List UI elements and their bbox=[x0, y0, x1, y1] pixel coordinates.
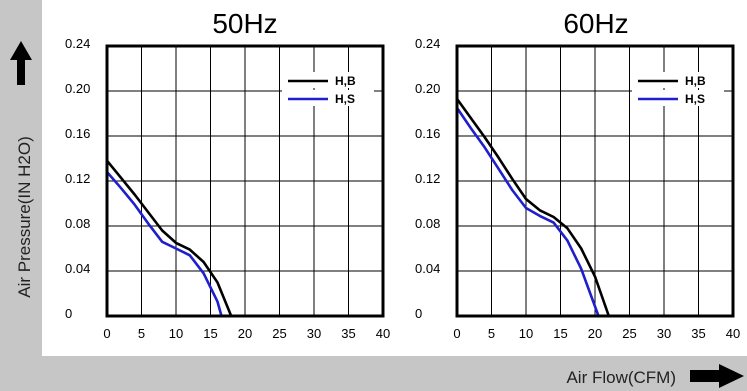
x-tick-label: 35 bbox=[341, 326, 355, 341]
plot-frame bbox=[105, 44, 385, 318]
series-line-h-s bbox=[105, 170, 223, 318]
chart-title: 60Hz bbox=[563, 8, 628, 39]
x-tick-label: 35 bbox=[691, 326, 705, 341]
x-tick-label: 25 bbox=[272, 326, 286, 341]
chart-50hz: 50Hz 0 5 10 15 20 25 30 35 40 0 0.04 0.08 0.12 0.16 0.2… bbox=[65, 8, 390, 341]
legend: H,B H,S bbox=[282, 72, 374, 106]
y-tick-label: 0.16 bbox=[415, 126, 440, 141]
y-axis-label: Air Pressure(IN H2O) bbox=[15, 136, 34, 298]
x-axis-band bbox=[0, 356, 747, 391]
x-tick-label: 40 bbox=[376, 326, 390, 341]
x-tick-label: 20 bbox=[588, 326, 602, 341]
x-tick-label: 0 bbox=[103, 326, 110, 341]
y-tick-label: 0.12 bbox=[415, 171, 440, 186]
series-line-h-b bbox=[105, 159, 233, 318]
y-tick-label: 0.12 bbox=[65, 171, 90, 186]
y-tick-label: 0.20 bbox=[415, 81, 440, 96]
x-axis-label: Air Flow(CFM) bbox=[566, 368, 676, 387]
series-line-h-b bbox=[455, 97, 611, 318]
x-tick-label: 10 bbox=[169, 326, 183, 341]
plot-frame bbox=[455, 44, 735, 318]
chart-60hz: 60Hz 0 5 10 15 20 25 30 35 40 0 0.04 0.08 0.12 0.16 0.2… bbox=[415, 8, 740, 341]
y-tick-label: 0.08 bbox=[415, 216, 440, 231]
x-tick-label: 30 bbox=[657, 326, 671, 341]
x-tick-label: 15 bbox=[203, 326, 217, 341]
y-tick-label: 0.20 bbox=[65, 81, 90, 96]
y-tick-label: 0.24 bbox=[415, 36, 440, 51]
legend-label: H,S bbox=[685, 92, 705, 106]
series-line-h-s bbox=[455, 106, 600, 318]
x-tick-label: 5 bbox=[138, 326, 145, 341]
y-tick-label: 0.08 bbox=[65, 216, 90, 231]
x-tick-label: 5 bbox=[488, 326, 495, 341]
legend-label: H,S bbox=[335, 92, 355, 106]
x-tick-label: 0 bbox=[453, 326, 460, 341]
legend-label: H,B bbox=[335, 74, 356, 88]
up-arrow-icon bbox=[10, 41, 32, 85]
x-tick-label: 30 bbox=[307, 326, 321, 341]
y-tick-label: 0.24 bbox=[65, 36, 90, 51]
chart-title: 50Hz bbox=[212, 8, 277, 39]
right-arrow-icon bbox=[690, 364, 744, 388]
y-tick-label: 0 bbox=[415, 306, 422, 321]
x-tick-label: 25 bbox=[622, 326, 636, 341]
y-tick-label: 0.16 bbox=[65, 126, 90, 141]
x-tick-label: 10 bbox=[519, 326, 533, 341]
x-tick-label: 20 bbox=[238, 326, 252, 341]
x-tick-label: 15 bbox=[553, 326, 567, 341]
legend: H,B H,S bbox=[632, 72, 724, 106]
y-tick-label: 0.04 bbox=[65, 261, 90, 276]
x-tick-label: 40 bbox=[726, 326, 740, 341]
legend-label: H,B bbox=[685, 74, 706, 88]
y-tick-label: 0.04 bbox=[415, 261, 440, 276]
y-tick-label: 0 bbox=[65, 306, 72, 321]
